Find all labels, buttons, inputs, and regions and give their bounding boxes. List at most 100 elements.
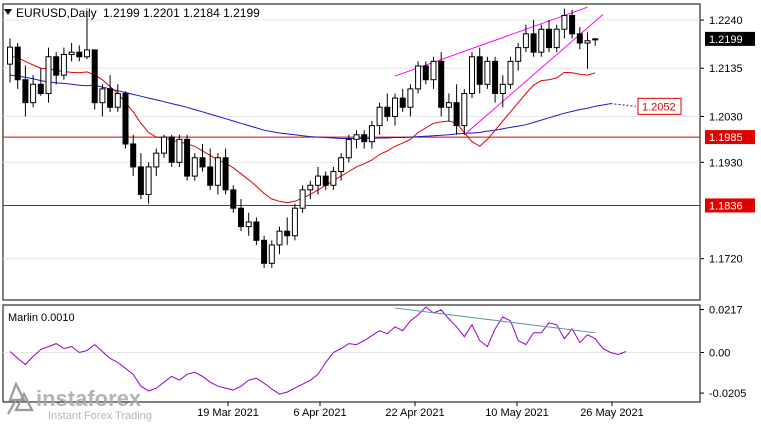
candle — [384, 93, 391, 122]
candle — [161, 134, 167, 158]
candle-body — [576, 33, 583, 44]
instaforex-watermark: instaforex Instant Forex Trading — [7, 381, 152, 422]
candle-body — [60, 53, 67, 76]
candle — [445, 93, 452, 122]
candle — [453, 84, 460, 135]
level-price-tag — [705, 130, 755, 145]
candle-body — [153, 152, 160, 168]
candle — [30, 75, 37, 108]
candle — [430, 56, 437, 89]
candle-body — [453, 102, 460, 127]
candle — [484, 56, 491, 89]
candle-body — [538, 28, 545, 53]
candles — [7, 8, 599, 268]
candle — [253, 217, 260, 245]
candle — [222, 148, 229, 195]
candle — [268, 240, 275, 268]
candle-body — [438, 60, 445, 108]
candle — [469, 52, 475, 99]
level-price-label: 1.1985 — [709, 132, 743, 144]
candle-body — [469, 56, 475, 94]
candle — [499, 75, 506, 108]
slow-ma-projection — [610, 103, 637, 107]
candle-body — [499, 83, 506, 94]
candle — [353, 130, 360, 149]
candle-body — [507, 60, 514, 85]
candle — [230, 185, 237, 213]
price-tick-label: 1.2030 — [709, 111, 743, 123]
candle — [507, 56, 514, 89]
candle-body — [214, 157, 221, 186]
divergence-line — [394, 307, 596, 334]
price-axis: 1.2240 1.2135 1.2030 1.1930 1.1720 0.0217 0.00… — [700, 15, 755, 400]
candle — [145, 162, 152, 204]
candle — [107, 75, 114, 112]
candle — [576, 26, 583, 50]
candle-body — [68, 51, 75, 55]
candle — [199, 143, 206, 172]
candle-body — [130, 143, 137, 168]
candle — [214, 153, 221, 195]
candle — [368, 121, 375, 149]
candle-body — [415, 65, 422, 90]
oscillator-panel: Marlin 0.0010 — [3, 306, 700, 395]
time-tick-label: 22 Apr 2021 — [385, 407, 444, 419]
candle — [530, 20, 537, 57]
candle-body — [84, 49, 90, 58]
candle — [476, 47, 483, 94]
time-tick-label: 6 Apr 2021 — [293, 407, 346, 419]
triangle-down-icon — [4, 9, 12, 15]
candle-body — [268, 244, 275, 264]
candle — [37, 68, 44, 96]
candle — [191, 153, 198, 181]
candle — [99, 84, 106, 117]
candle-body — [14, 46, 21, 81]
candle — [569, 9, 576, 39]
time-axis: 19 Mar 2021 6 Apr 2021 22 Apr 2021 10 May 2… — [197, 402, 644, 419]
time-tick-label: 19 Mar 2021 — [197, 407, 259, 419]
candle-body — [76, 51, 83, 58]
candle-body — [253, 221, 260, 241]
candle — [91, 49, 98, 110]
time-tick-label: 10 May 2021 — [485, 407, 549, 419]
price-tick-label: 1.2135 — [709, 63, 743, 75]
candle-body — [445, 102, 452, 108]
candle-body — [338, 157, 345, 173]
candle — [245, 212, 252, 236]
candle — [584, 32, 591, 69]
price-tick-label: 1.2240 — [709, 15, 743, 27]
candle — [14, 43, 21, 89]
candle — [415, 61, 422, 94]
candle-body — [145, 166, 152, 195]
candle-body — [230, 189, 237, 209]
candle-body — [161, 136, 167, 154]
candle-body — [399, 97, 406, 108]
candle — [168, 134, 175, 167]
candle-body — [137, 166, 144, 195]
candle — [307, 180, 314, 200]
candle-body — [553, 28, 560, 49]
candle-body — [461, 92, 468, 127]
candle-body — [561, 14, 568, 30]
time-tick-label: 26 May 2021 — [580, 407, 644, 419]
candle-body — [222, 157, 229, 191]
candle-body — [422, 65, 429, 81]
candle-body — [53, 56, 60, 76]
candle-body — [107, 88, 114, 108]
candle — [538, 24, 545, 57]
candle — [492, 56, 499, 103]
candle — [322, 171, 329, 190]
candle-body — [307, 184, 314, 191]
candle-body — [184, 138, 191, 177]
candle-body — [238, 207, 244, 228]
candle-body — [114, 92, 121, 108]
candle-body — [322, 175, 329, 186]
candle — [276, 226, 283, 255]
candle — [553, 24, 560, 53]
candle — [130, 134, 137, 177]
candle — [176, 134, 183, 167]
candle — [361, 130, 368, 149]
candle-body — [584, 40, 591, 44]
ma-value-label: 1.2052 — [642, 101, 676, 113]
